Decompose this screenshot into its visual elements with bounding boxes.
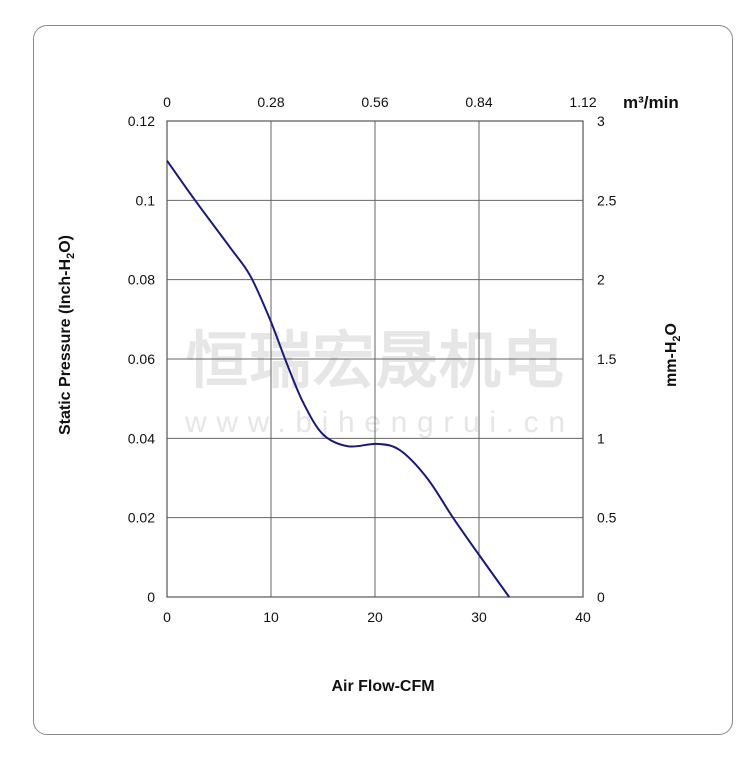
y-tick-label: 0	[147, 589, 155, 605]
x-tick-label: 40	[575, 609, 591, 625]
y-tick-label: 0.1	[136, 192, 156, 208]
y2-tick-label: 2	[597, 272, 605, 288]
y-tick-label: 0.08	[128, 272, 155, 288]
y2-tick-label: 1.5	[597, 351, 617, 367]
x-axis-label: Air Flow-CFM	[331, 678, 434, 695]
y2-tick-label: 3	[597, 113, 605, 129]
y-tick-label: 0.02	[128, 510, 155, 526]
chart-card	[33, 25, 733, 735]
y2-axis-label: mm-H2O	[663, 323, 683, 387]
x2-tick-label: 0.84	[465, 94, 492, 110]
y-axis-label: Static Pressure (Inch-H2O)	[57, 235, 77, 435]
x-tick-label: 0	[163, 609, 171, 625]
y2-tick-label: 0	[597, 589, 605, 605]
y-tick-label: 0.06	[128, 351, 155, 367]
y2-tick-label: 2.5	[597, 192, 617, 208]
x-tick-label: 10	[263, 609, 279, 625]
x2-tick-label: 0.28	[257, 94, 284, 110]
y-tick-label: 0.04	[128, 430, 155, 446]
y2-tick-label: 1	[597, 430, 605, 446]
x2-axis-label: m³/min	[623, 93, 679, 112]
x2-tick-label: 0	[163, 94, 171, 110]
x2-tick-label: 1.12	[569, 94, 596, 110]
x2-tick-label: 0.56	[361, 94, 388, 110]
series-line	[166, 160, 510, 598]
y2-tick-label: 0.5	[597, 510, 617, 526]
x-tick-label: 20	[367, 609, 383, 625]
plot-frame	[166, 120, 584, 598]
y-tick-label: 0.12	[128, 113, 155, 129]
x-tick-label: 30	[471, 609, 487, 625]
